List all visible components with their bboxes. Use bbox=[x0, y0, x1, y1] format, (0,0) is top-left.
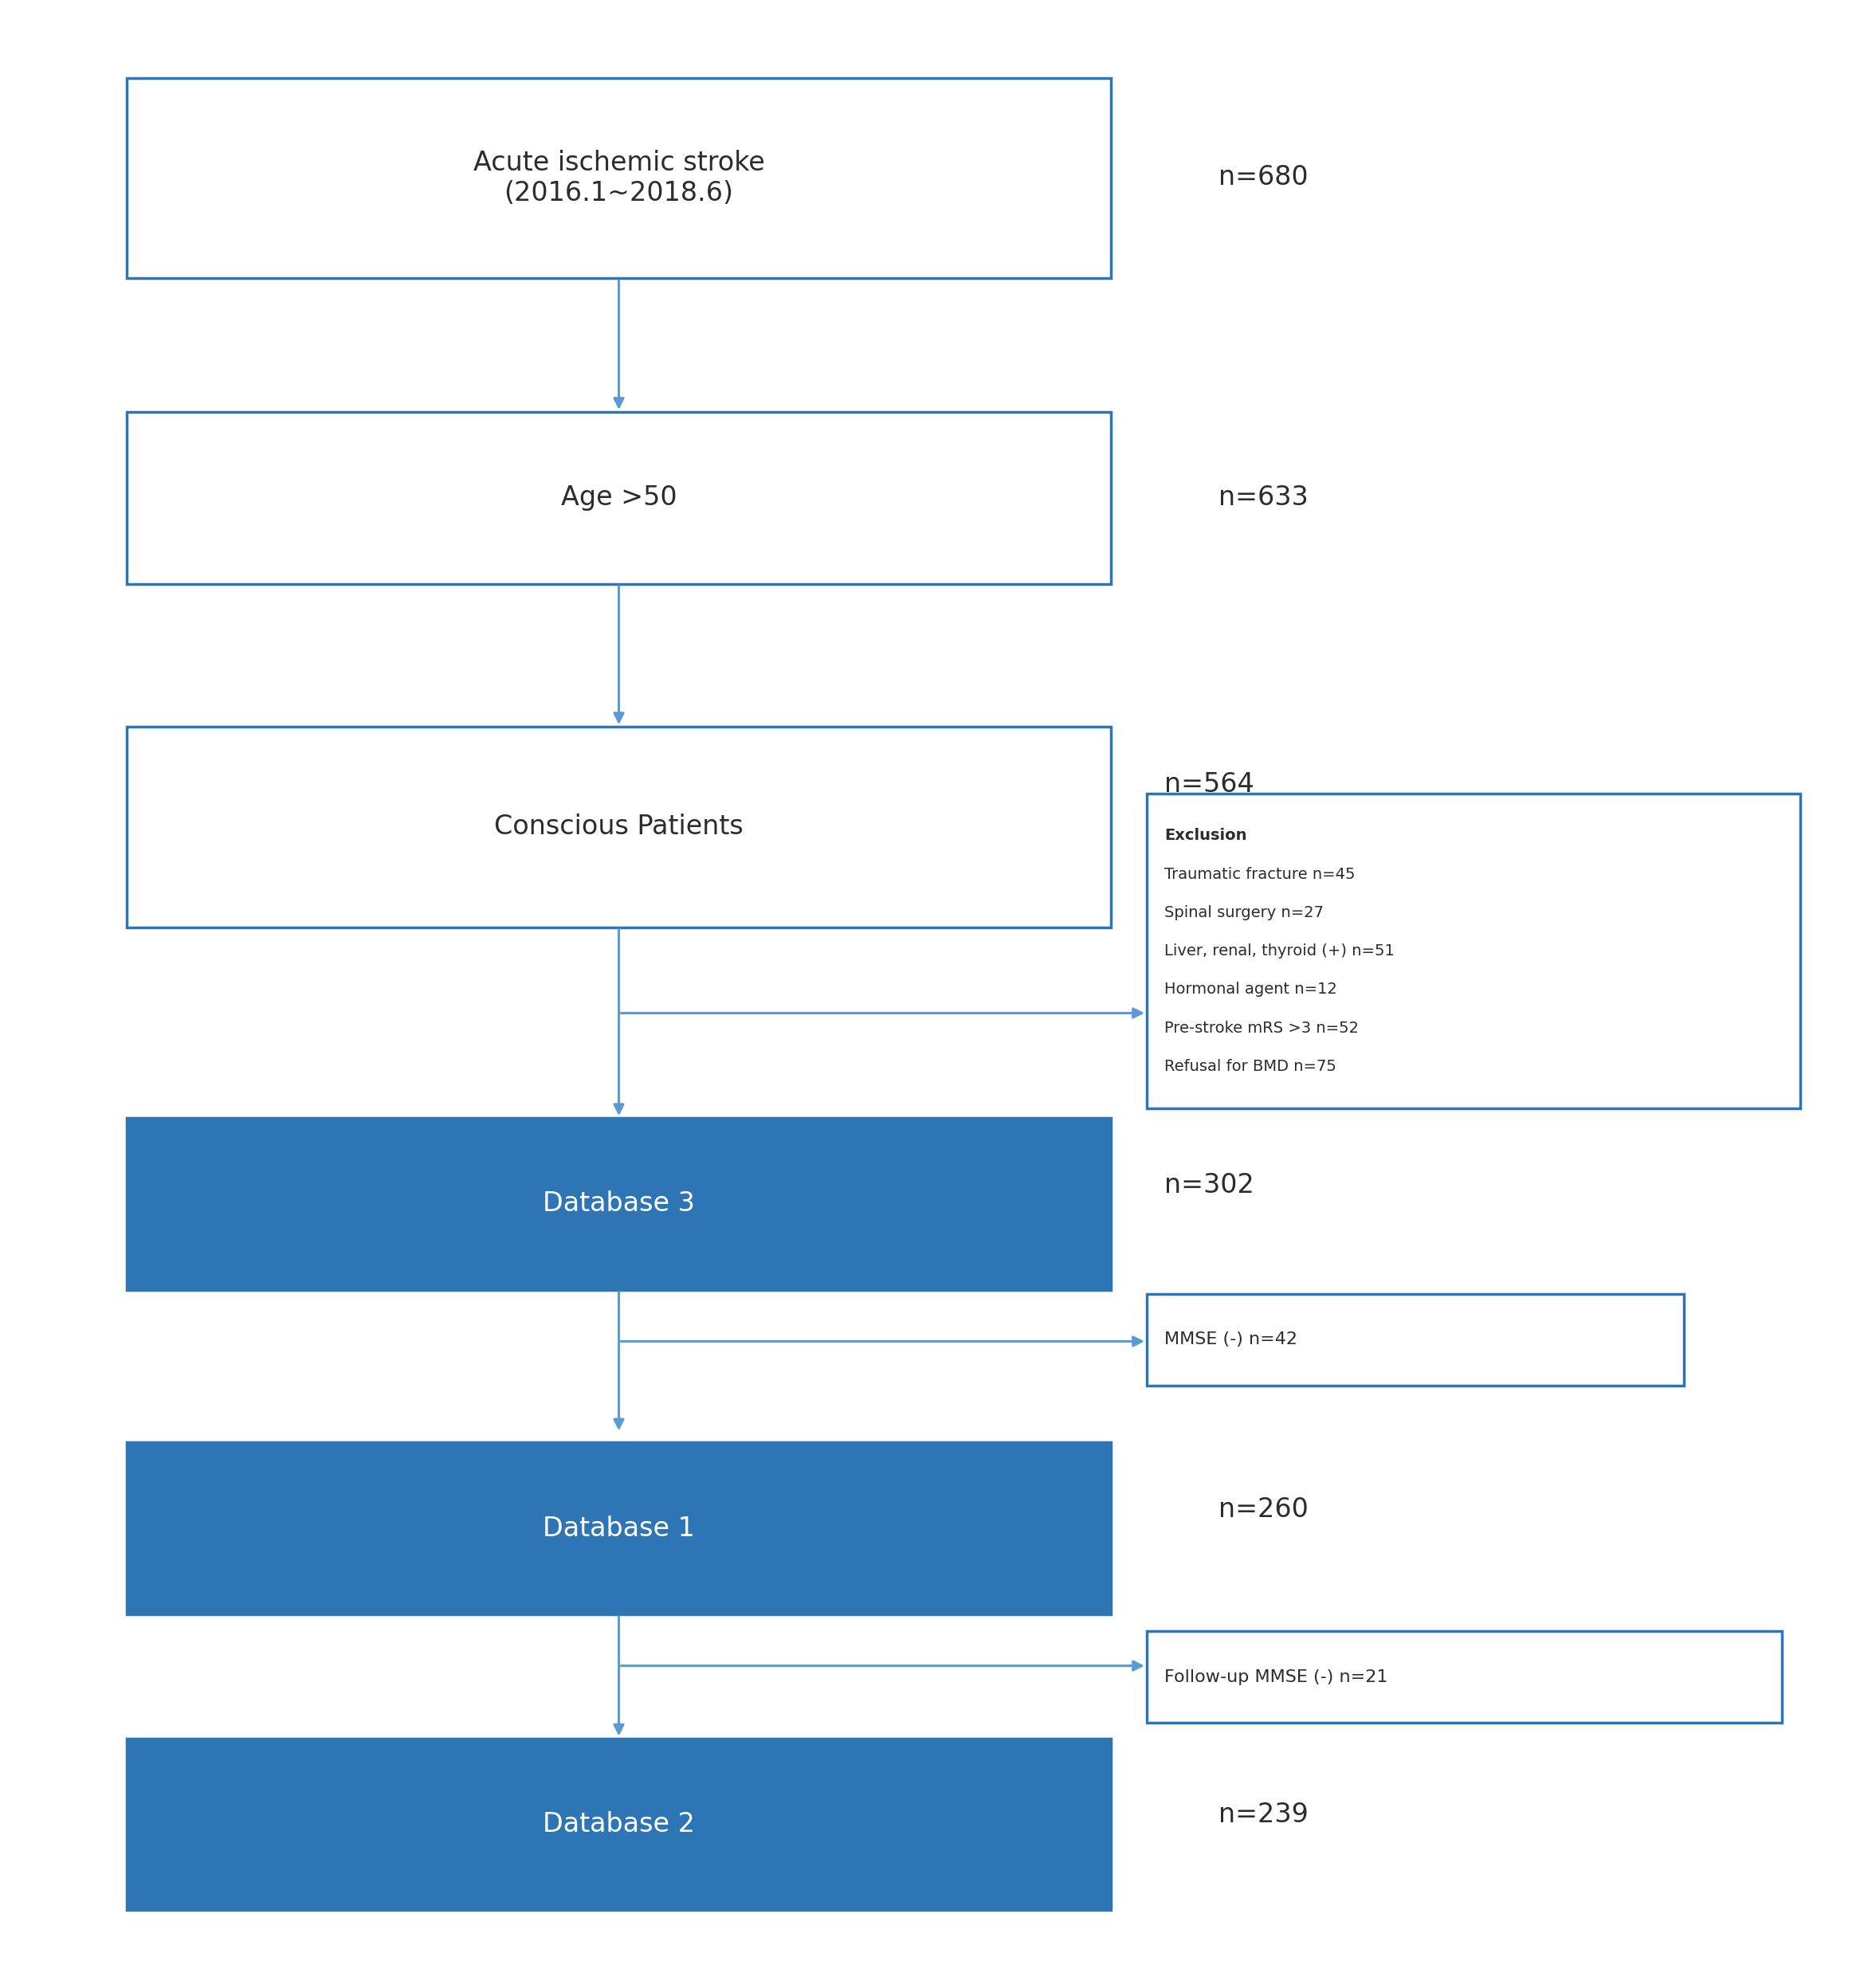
FancyBboxPatch shape bbox=[127, 1117, 1111, 1290]
Text: Hormonal agent n=12: Hormonal agent n=12 bbox=[1165, 982, 1338, 998]
Text: n=239: n=239 bbox=[1219, 1801, 1309, 1827]
FancyBboxPatch shape bbox=[127, 78, 1111, 278]
FancyBboxPatch shape bbox=[127, 1738, 1111, 1910]
Text: Age >50: Age >50 bbox=[561, 485, 677, 511]
Text: Acute ischemic stroke
(2016.1~2018.6): Acute ischemic stroke (2016.1~2018.6) bbox=[473, 149, 764, 207]
Text: n=564: n=564 bbox=[1165, 771, 1254, 797]
Text: n=302: n=302 bbox=[1165, 1171, 1254, 1199]
FancyBboxPatch shape bbox=[1146, 1632, 1782, 1724]
Text: n=680: n=680 bbox=[1219, 165, 1309, 191]
FancyBboxPatch shape bbox=[1146, 793, 1801, 1109]
Text: Database 2: Database 2 bbox=[542, 1811, 695, 1837]
FancyBboxPatch shape bbox=[127, 1443, 1111, 1614]
Text: Traumatic fracture n=45: Traumatic fracture n=45 bbox=[1165, 867, 1355, 883]
Text: MMSE (-) n=42: MMSE (-) n=42 bbox=[1165, 1332, 1297, 1348]
Text: n=260: n=260 bbox=[1219, 1497, 1309, 1523]
Text: Refusal for BMD n=75: Refusal for BMD n=75 bbox=[1165, 1060, 1336, 1074]
Text: Follow-up MMSE (-) n=21: Follow-up MMSE (-) n=21 bbox=[1165, 1670, 1389, 1686]
FancyBboxPatch shape bbox=[1146, 1294, 1683, 1386]
Text: Pre-stroke mRS >3 n=52: Pre-stroke mRS >3 n=52 bbox=[1165, 1020, 1359, 1036]
Text: Database 1: Database 1 bbox=[542, 1515, 695, 1541]
FancyBboxPatch shape bbox=[127, 412, 1111, 584]
Text: Spinal surgery n=27: Spinal surgery n=27 bbox=[1165, 905, 1323, 920]
Text: Liver, renal, thyroid (+) n=51: Liver, renal, thyroid (+) n=51 bbox=[1165, 944, 1394, 958]
Text: Exclusion: Exclusion bbox=[1165, 829, 1247, 843]
FancyBboxPatch shape bbox=[127, 728, 1111, 926]
Text: n=633: n=633 bbox=[1219, 485, 1309, 511]
Text: Conscious Patients: Conscious Patients bbox=[494, 813, 744, 841]
Text: Database 3: Database 3 bbox=[542, 1191, 695, 1217]
